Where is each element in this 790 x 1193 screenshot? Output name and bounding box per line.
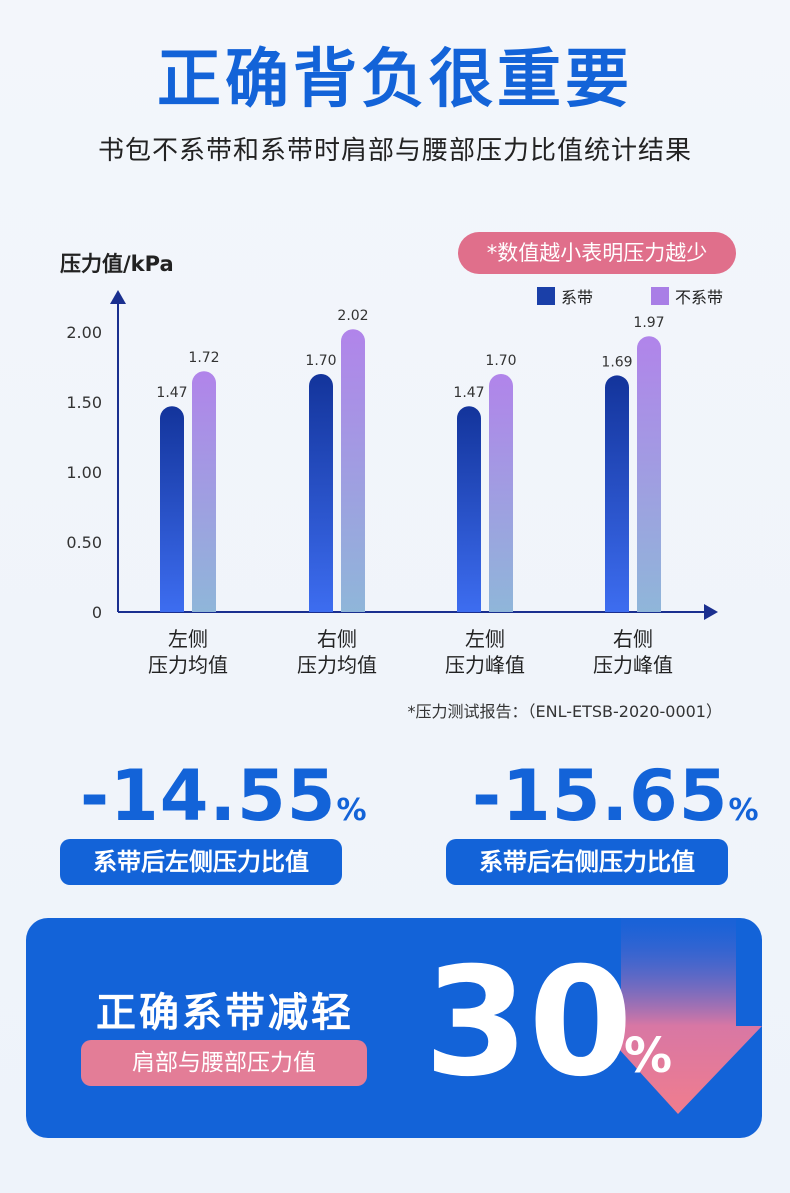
bar-strapped	[457, 406, 481, 612]
stat-right-value: -15.65%	[472, 755, 760, 837]
stat-left-value: -14.55%	[80, 755, 368, 837]
x-axis-arrow-icon	[704, 604, 718, 620]
x-tick-label: 左侧	[465, 627, 505, 651]
summary-banner: 正确系带减轻 肩部与腰部压力值 30 %	[26, 918, 762, 1138]
bar-unstrapped	[192, 371, 216, 612]
y-tick-label: 0	[92, 603, 102, 622]
legend-label-strapped: 系带	[561, 288, 594, 307]
x-tick-label: 压力峰值	[445, 653, 525, 677]
source-note: *压力测试报告：（ENL-ETSB-2020-0001）	[407, 702, 723, 721]
page-title: 正确背负很重要	[157, 43, 633, 117]
chart-labels: 00.501.001.502.001.471.72左侧压力均值1.702.02右…	[66, 308, 673, 677]
bar-value-label: 1.70	[305, 353, 336, 369]
bar-value-label: 1.72	[188, 350, 219, 366]
legend-swatch-strapped	[537, 287, 555, 305]
banner-title: 正确系带减轻	[96, 990, 354, 1036]
legend-label-unstrapped: 不系带	[675, 288, 724, 307]
bar-value-label: 2.02	[337, 308, 368, 324]
bar-value-label: 1.47	[156, 385, 187, 401]
bar-value-label: 1.70	[485, 353, 516, 369]
stat-right-label: 系带后右侧压力比值	[446, 839, 728, 885]
y-tick-label: 1.00	[66, 463, 102, 482]
chart-bars	[160, 329, 661, 612]
x-tick-label: 压力均值	[297, 653, 377, 677]
y-axis-arrow-icon	[110, 290, 126, 304]
y-tick-label: 0.50	[66, 533, 102, 552]
banner-unit: %	[624, 1028, 673, 1084]
x-tick-label: 左侧	[168, 627, 208, 651]
down-arrow-icon	[598, 918, 762, 1114]
x-tick-label: 右侧	[613, 627, 653, 651]
bar-strapped	[309, 374, 333, 612]
banner-value: 30	[424, 936, 633, 1110]
x-tick-label: 压力峰值	[593, 653, 673, 677]
bar-unstrapped	[489, 374, 513, 612]
bar-value-label: 1.97	[633, 315, 664, 331]
legend-swatch-unstrapped	[651, 287, 669, 305]
legend-item-unstrapped: 不系带	[651, 284, 723, 308]
y-axis-label: 压力值/kPa	[60, 252, 174, 276]
y-tick-label: 1.50	[66, 393, 102, 412]
bar-strapped	[160, 406, 184, 612]
bar-chart: 00.501.001.502.001.471.72左侧压力均值1.702.02右…	[66, 290, 718, 677]
stat-left-number: -14.55	[80, 755, 337, 837]
x-tick-label: 压力均值	[148, 653, 228, 677]
bar-strapped	[605, 375, 629, 612]
x-tick-label: 右侧	[317, 627, 357, 651]
page-subtitle: 书包不系带和系带时肩部与腰部压力比值统计结果	[97, 136, 692, 166]
stat-right-unit: %	[728, 793, 760, 828]
bar-value-label: 1.69	[601, 354, 632, 370]
y-tick-label: 2.00	[66, 323, 102, 342]
stat-left-label: 系带后左侧压力比值	[60, 839, 342, 885]
bar-unstrapped	[341, 329, 365, 612]
legend-item-strapped: 系带	[537, 284, 593, 308]
banner-subtitle: 肩部与腰部压力值	[81, 1040, 367, 1086]
stat-left-unit: %	[336, 793, 368, 828]
note-badge: *数值越小表明压力越少	[458, 232, 736, 274]
bar-value-label: 1.47	[453, 385, 484, 401]
stat-right-number: -15.65	[472, 755, 729, 837]
bar-unstrapped	[637, 336, 661, 612]
